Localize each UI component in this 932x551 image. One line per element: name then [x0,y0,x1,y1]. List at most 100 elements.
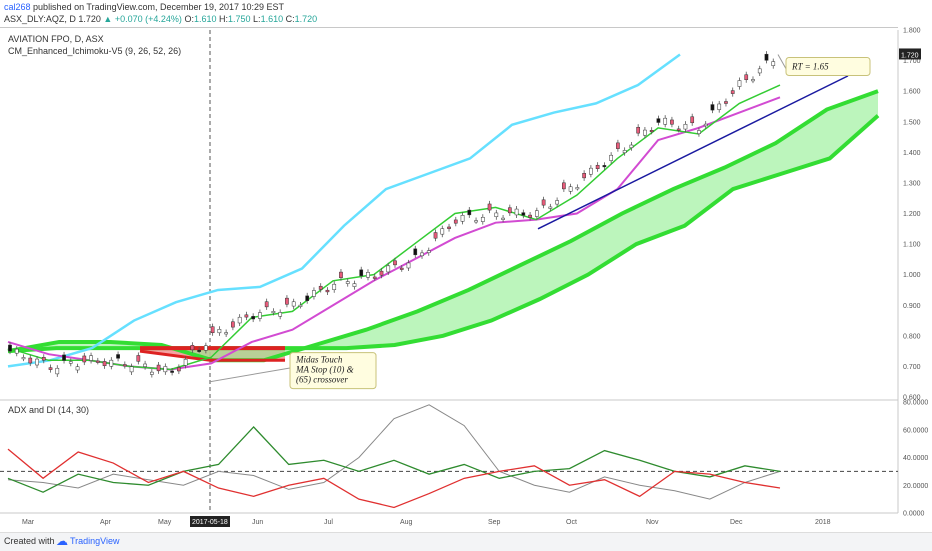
date-marker-label: 2017-05-18 [192,519,228,526]
rt-callout-text: RT = 1.65 [791,62,829,72]
candle-body [670,119,674,125]
price-tick-label: 0.700 [903,364,921,371]
candle-body [75,366,80,371]
candle-body [264,301,269,308]
price-change: +0.070 (+4.24%) [114,14,182,24]
candle-body [575,187,580,190]
candle-body [345,281,350,284]
candle-body [622,150,627,153]
midas-callout-text: (65) crossover [296,375,348,385]
candle-body [629,144,634,148]
candle-body [710,104,715,111]
candle-body [636,126,641,134]
price-tick-label: 1.600 [903,89,921,96]
candle-body [163,366,168,373]
candle-body [318,285,323,290]
candle-body [771,61,776,66]
x-tick-label: Sep [488,519,501,526]
price-tick-label: 0.600 [903,395,921,402]
candle-body [251,316,256,320]
candle-body [426,250,431,253]
candle-body [68,361,73,364]
candle-body [332,283,337,290]
candle-body [717,103,722,110]
candle-body [616,142,620,149]
price-tick-label: 1.200 [903,211,921,218]
x-tick-label: 2018 [815,519,831,526]
candle-body [244,314,249,318]
x-tick-label: Dec [730,519,743,526]
candle-body [231,321,235,328]
candle-body [474,220,478,223]
candle-body [582,173,586,179]
candle-body [143,363,147,367]
candle-body [366,272,370,278]
trendline [537,75,849,230]
candle-body [541,199,546,206]
x-tick-label: Oct [566,519,577,526]
adx-tick-label: 60.0000 [903,427,928,434]
candle-body [703,123,708,127]
adx-tick-label: 20.0000 [903,483,928,490]
last-price: 1.720 [78,14,101,24]
ohlc-line: ASX_DLY:AQZ, D 1.720 ▲ +0.070 (+4.24%) O… [4,14,317,24]
candle-body [730,90,735,94]
adx-tick-label: 40.0000 [903,455,928,462]
indicator-legend: CM_Enhanced_Ichimoku-V5 (9, 26, 52, 26) [8,46,182,56]
candle-body [534,210,539,217]
x-tick-label: Nov [646,519,659,526]
candle-body [237,316,242,324]
candle-body [676,128,681,131]
candle-body [285,297,289,305]
candle-body [197,349,201,352]
adx-legend: ADX and DI (14, 30) [8,405,90,415]
candle-body [514,208,519,216]
candle-body [278,312,283,317]
high-label: H: [219,14,228,24]
candle-body [433,232,438,239]
candle-body [190,345,195,351]
candle-body [548,206,553,209]
candle-body [116,354,120,359]
candle-body [562,182,566,190]
di-plus-line [7,426,781,493]
low-value: 1.610 [260,14,284,24]
candle-body [339,271,343,278]
tradingview-brand[interactable]: TradingView [70,536,120,546]
candle-body [724,101,728,104]
candle-body [757,68,762,74]
candle-body [393,260,397,266]
candle-body [751,79,755,82]
high-value: 1.750 [228,14,251,24]
candle-body [102,361,107,367]
candle-body [460,215,465,222]
x-tick-label: Aug [400,519,413,526]
candle-body [35,358,39,366]
candle-body [204,345,208,351]
last-price-label: 1.720 [901,52,919,59]
candle-body [8,344,12,352]
open-label: O: [184,14,194,24]
candle-body [258,312,262,319]
candle-body [521,212,526,216]
publish-line: cal268 published on TradingView.com, Dec… [4,2,284,12]
candle-body [372,276,377,279]
candle-body [386,265,391,273]
tradingview-logo-icon: ☁ [56,534,68,548]
candle-body [764,53,769,61]
open-value: 1.610 [193,14,217,24]
candle-body [14,348,19,354]
candle-body [690,116,695,124]
price-tick-label: 1.400 [903,150,921,157]
midas-callout-pointer [209,367,291,383]
candle-body [156,364,161,372]
author-link[interactable]: cal268 [4,2,31,12]
candle-body [149,371,154,375]
main-legend-title: AVIATION FPO, D, ASX [8,34,104,44]
candle-body [399,267,404,270]
candle-body [487,203,492,211]
candle-body [170,370,174,373]
price-tick-label: 1.000 [903,272,921,279]
candle-body [122,364,127,367]
